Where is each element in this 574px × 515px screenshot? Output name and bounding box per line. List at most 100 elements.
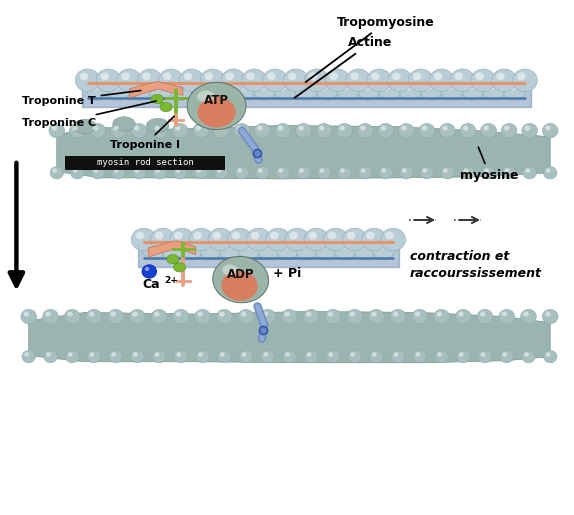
Circle shape — [242, 243, 250, 250]
Ellipse shape — [187, 82, 246, 130]
Circle shape — [163, 73, 172, 80]
Circle shape — [387, 69, 412, 92]
Circle shape — [204, 243, 211, 250]
Circle shape — [176, 352, 181, 356]
Circle shape — [381, 228, 406, 251]
Circle shape — [492, 69, 517, 92]
Circle shape — [357, 124, 373, 138]
Circle shape — [216, 310, 232, 324]
Circle shape — [220, 352, 224, 356]
Circle shape — [338, 166, 351, 179]
Circle shape — [335, 240, 356, 260]
Circle shape — [142, 73, 151, 80]
Circle shape — [502, 166, 516, 179]
Circle shape — [72, 126, 77, 131]
Circle shape — [281, 243, 288, 250]
Circle shape — [369, 310, 384, 324]
Circle shape — [155, 168, 160, 173]
Circle shape — [338, 243, 346, 250]
Circle shape — [64, 310, 80, 324]
Circle shape — [52, 126, 57, 131]
Circle shape — [217, 168, 222, 173]
Circle shape — [505, 168, 509, 173]
Circle shape — [108, 310, 123, 324]
Circle shape — [242, 352, 246, 356]
Circle shape — [325, 69, 350, 92]
Circle shape — [455, 73, 463, 80]
Circle shape — [241, 312, 246, 317]
Circle shape — [304, 228, 329, 251]
Ellipse shape — [213, 256, 269, 303]
Circle shape — [184, 73, 192, 80]
Ellipse shape — [197, 91, 215, 102]
Circle shape — [142, 240, 164, 260]
Circle shape — [173, 166, 187, 179]
Circle shape — [142, 265, 157, 278]
Circle shape — [236, 83, 245, 91]
Bar — [65, 156, 225, 170]
Circle shape — [456, 351, 470, 363]
Circle shape — [242, 69, 266, 92]
Circle shape — [381, 126, 386, 131]
Circle shape — [96, 69, 121, 92]
Ellipse shape — [222, 265, 239, 276]
Circle shape — [277, 240, 298, 260]
Circle shape — [132, 166, 146, 179]
Circle shape — [422, 126, 427, 131]
Circle shape — [258, 240, 280, 260]
Circle shape — [400, 80, 421, 100]
Circle shape — [227, 228, 252, 251]
Circle shape — [153, 83, 161, 91]
Circle shape — [193, 232, 202, 239]
Circle shape — [146, 243, 154, 250]
Circle shape — [152, 124, 168, 138]
Circle shape — [46, 352, 51, 356]
Circle shape — [308, 232, 317, 239]
Circle shape — [372, 352, 377, 356]
Circle shape — [195, 310, 211, 324]
Circle shape — [109, 351, 122, 363]
Circle shape — [523, 166, 536, 179]
Text: ADP: ADP — [227, 267, 254, 281]
Circle shape — [350, 352, 355, 356]
Text: Troponine I: Troponine I — [110, 116, 180, 149]
Circle shape — [132, 312, 138, 317]
Circle shape — [278, 168, 283, 173]
Text: 2+: 2+ — [164, 276, 178, 285]
Ellipse shape — [166, 254, 179, 264]
Circle shape — [138, 69, 162, 92]
Circle shape — [155, 232, 164, 239]
Circle shape — [221, 69, 246, 92]
Circle shape — [162, 240, 183, 260]
Circle shape — [111, 124, 126, 138]
Polygon shape — [29, 312, 550, 363]
Circle shape — [483, 80, 505, 100]
Polygon shape — [57, 126, 550, 179]
Circle shape — [73, 168, 77, 173]
Circle shape — [443, 168, 448, 173]
Circle shape — [391, 351, 405, 363]
Circle shape — [459, 352, 464, 356]
Circle shape — [354, 240, 375, 260]
Circle shape — [198, 352, 203, 356]
Circle shape — [450, 69, 475, 92]
Circle shape — [131, 124, 147, 138]
Circle shape — [378, 124, 394, 138]
Circle shape — [487, 83, 494, 91]
Circle shape — [299, 168, 304, 173]
Circle shape — [320, 83, 328, 91]
Circle shape — [390, 310, 406, 324]
Circle shape — [42, 310, 59, 324]
Circle shape — [170, 228, 195, 251]
Circle shape — [100, 73, 109, 80]
Circle shape — [219, 240, 241, 260]
Polygon shape — [130, 81, 183, 98]
Circle shape — [121, 73, 130, 80]
Circle shape — [306, 312, 312, 317]
Circle shape — [460, 124, 476, 138]
Circle shape — [371, 73, 380, 80]
Circle shape — [284, 312, 290, 317]
Circle shape — [304, 69, 329, 92]
Circle shape — [350, 73, 359, 80]
Circle shape — [480, 352, 486, 356]
